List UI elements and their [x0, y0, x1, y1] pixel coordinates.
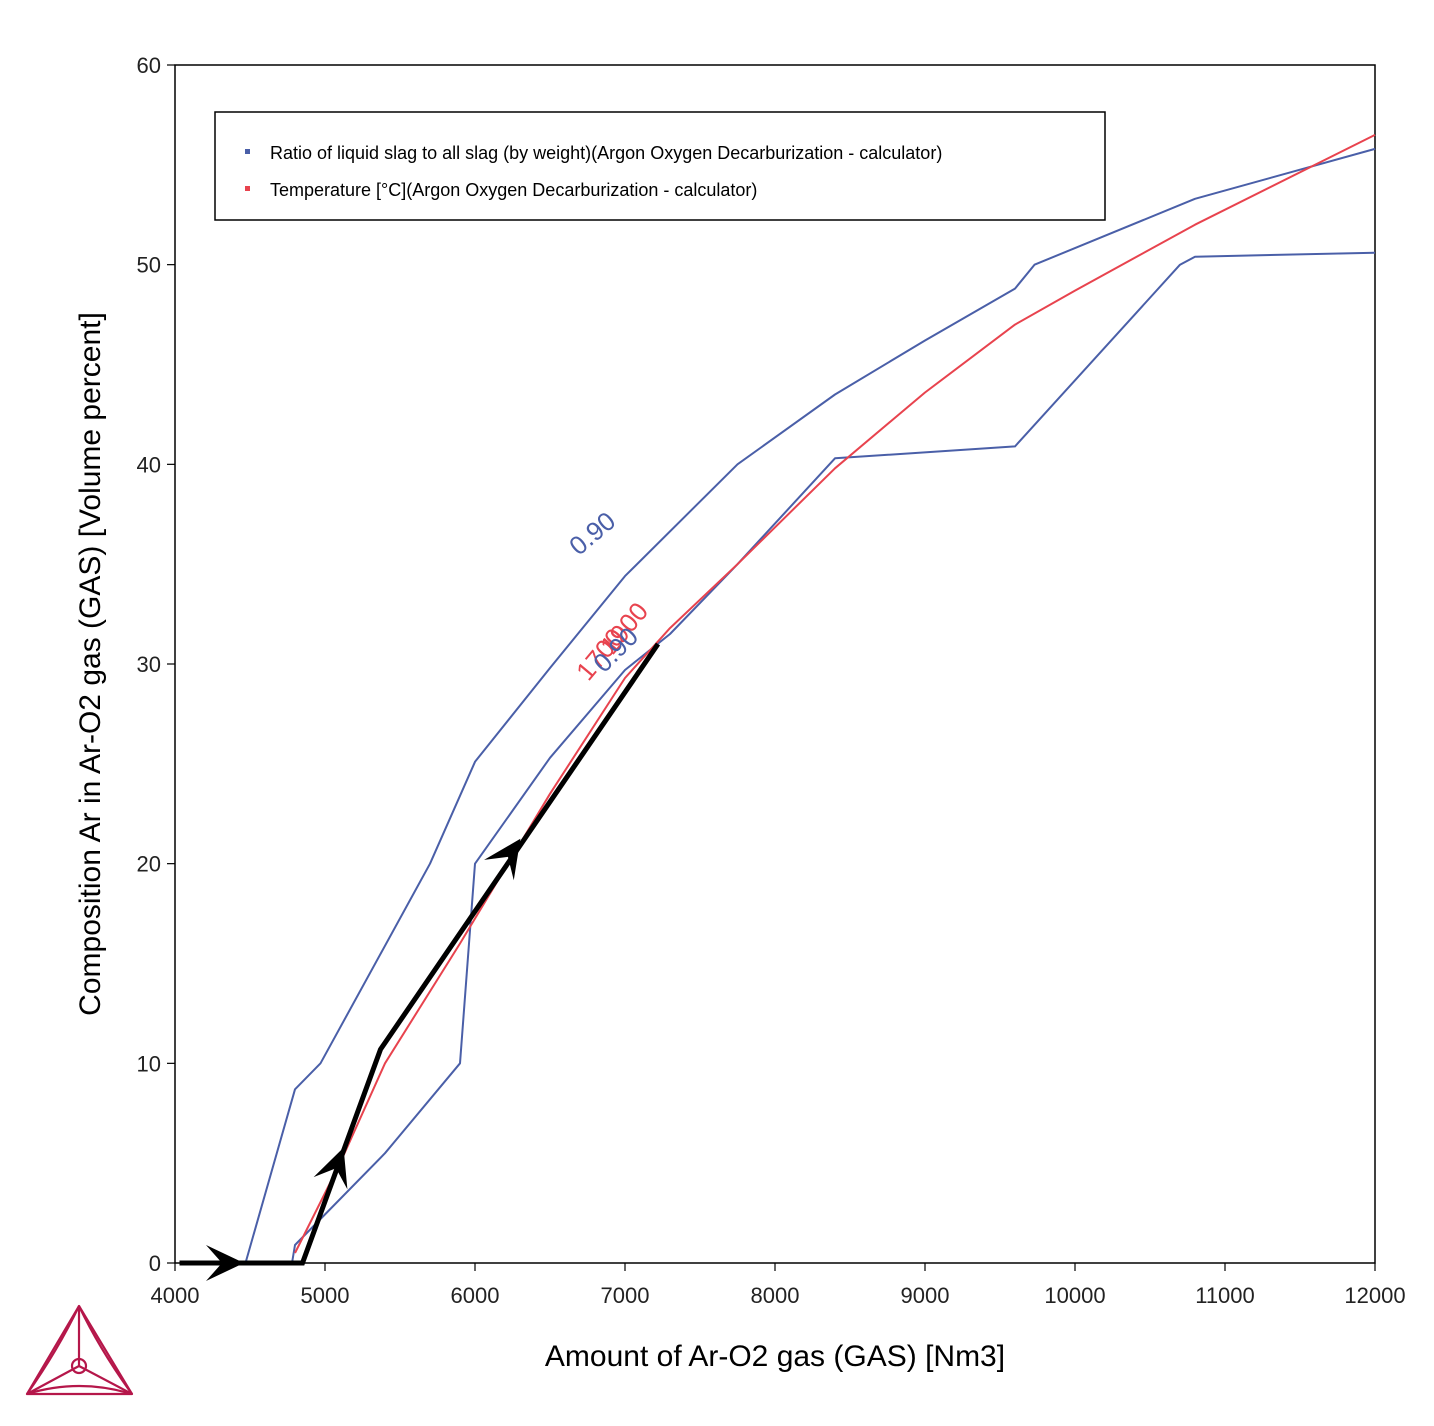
y-axis: 0 10 20 30 40 50 60 — [137, 53, 175, 1276]
x-tick-label: 9000 — [901, 1283, 950, 1308]
y-tick-label: 60 — [137, 53, 161, 78]
x-tick-label: 12000 — [1344, 1283, 1405, 1308]
y-tick-label: 40 — [137, 452, 161, 477]
thermo-calc-logo — [25, 1304, 134, 1396]
legend-entry: Ratio of liquid slag to all slag (by wei… — [270, 143, 942, 163]
y-tick-label: 20 — [137, 852, 161, 877]
x-tick-label: 5000 — [301, 1283, 350, 1308]
legend-swatch — [245, 186, 250, 191]
x-tick-label: 7000 — [601, 1283, 650, 1308]
x-tick-label: 8000 — [751, 1283, 800, 1308]
contour-line — [294, 134, 1376, 1254]
x-tick-label: 6000 — [451, 1283, 500, 1308]
x-axis: 4000 5000 6000 7000 8000 9000 10000 11000 12000 — [151, 1263, 1406, 1308]
y-tick-label: 30 — [137, 652, 161, 677]
y-tick-label: 50 — [137, 253, 161, 278]
direction-arrow — [206, 1245, 244, 1281]
calculation-path — [179, 642, 661, 1281]
legend: Ratio of liquid slag to all slag (by wei… — [214, 111, 1106, 221]
y-axis-title: Composition Ar in Ar-O2 gas (GAS) [Volum… — [74, 312, 107, 1016]
x-axis-title: Amount of Ar-O2 gas (GAS) [Nm3] — [545, 1340, 1005, 1373]
legend-entry: Temperature [°C](Argon Oxygen Decarburiz… — [270, 180, 757, 200]
x-tick-label: 4000 — [151, 1283, 200, 1308]
contour-line — [244, 147, 1376, 1264]
direction-arrow — [313, 1147, 348, 1190]
y-tick-label: 10 — [137, 1051, 161, 1076]
legend-box — [214, 111, 1106, 221]
x-tick-label: 10000 — [1044, 1283, 1105, 1308]
direction-arrow — [484, 838, 521, 881]
legend-swatch — [245, 149, 250, 154]
x-tick-label: 11000 — [1195, 1283, 1255, 1308]
plot-area — [174, 64, 1376, 1264]
y-tick-label: 0 — [149, 1251, 161, 1276]
series-layer — [244, 134, 1376, 1264]
